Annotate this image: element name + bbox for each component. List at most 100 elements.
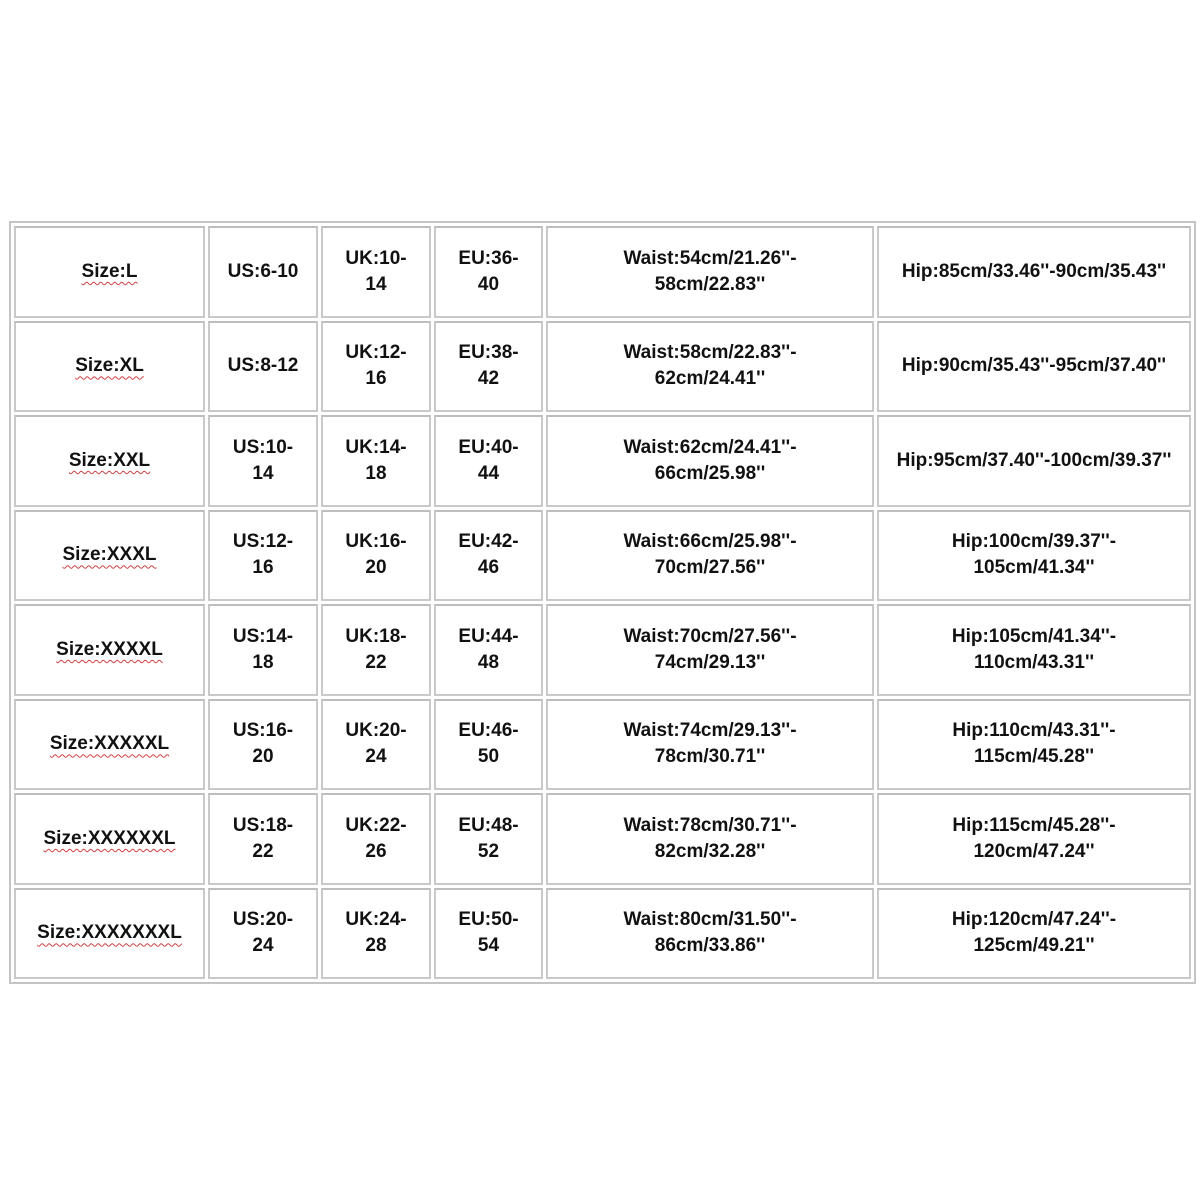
cell-hip: Hip:100cm/39.37''- 105cm/41.34'' bbox=[877, 509, 1191, 601]
size-text: Size:XL bbox=[75, 355, 144, 377]
cell-uk: UK:20- 24 bbox=[321, 698, 431, 790]
cell-eu: EU:40- 44 bbox=[434, 415, 543, 507]
uk-text: UK:18- 22 bbox=[345, 625, 407, 673]
cell-size: Size:XXXXXXL bbox=[14, 793, 205, 885]
cell-eu: EU:44- 48 bbox=[434, 604, 543, 696]
uk-text: UK:22- 26 bbox=[345, 814, 407, 862]
cell-waist: Waist:66cm/25.98''- 70cm/27.56'' bbox=[546, 509, 874, 601]
table-row: Size:XXXXXL US:16- 20 UK:20- 24 EU:46- 50 Wa… bbox=[14, 698, 1191, 790]
hip-text: Hip:100cm/39.37''- 105cm/41.34'' bbox=[951, 531, 1117, 579]
cell-waist: Waist:80cm/31.50''- 86cm/33.86'' bbox=[546, 887, 874, 979]
size-text: Size:XXXXXXXL bbox=[37, 922, 182, 944]
cell-uk: UK:12- 16 bbox=[321, 320, 431, 412]
waist-text: Waist:74cm/29.13''- 78cm/30.71'' bbox=[623, 720, 797, 768]
cell-uk: UK:22- 26 bbox=[321, 793, 431, 885]
uk-text: UK:14- 18 bbox=[345, 436, 407, 484]
cell-hip: Hip:120cm/47.24''- 125cm/49.21'' bbox=[877, 887, 1191, 979]
cell-us: US:8-12 bbox=[208, 320, 318, 412]
eu-text: EU:50- 54 bbox=[458, 909, 519, 957]
hip-text: Hip:95cm/37.40''-100cm/39.37'' bbox=[896, 449, 1172, 471]
waist-text: Waist:78cm/30.71''- 82cm/32.28'' bbox=[623, 814, 797, 862]
cell-size: Size:XL bbox=[14, 320, 205, 412]
waist-text: Waist:58cm/22.83''- 62cm/24.41'' bbox=[623, 342, 797, 390]
size-text: Size:XXXXXXL bbox=[43, 827, 176, 849]
size-chart: Size:L US:6-10 UK:10- 14 EU:36- 40 Waist:54c… bbox=[9, 221, 1196, 984]
cell-uk: UK:16- 20 bbox=[321, 509, 431, 601]
eu-text: EU:42- 46 bbox=[458, 531, 519, 579]
cell-waist: Waist:70cm/27.56''- 74cm/29.13'' bbox=[546, 604, 874, 696]
eu-text: EU:48- 52 bbox=[458, 814, 519, 862]
cell-us: US:16- 20 bbox=[208, 698, 318, 790]
cell-uk: UK:18- 22 bbox=[321, 604, 431, 696]
cell-uk: UK:10- 14 bbox=[321, 226, 431, 318]
eu-text: EU:38- 42 bbox=[458, 342, 519, 390]
uk-text: UK:24- 28 bbox=[345, 909, 407, 957]
cell-waist: Waist:58cm/22.83''- 62cm/24.41'' bbox=[546, 320, 874, 412]
waist-text: Waist:70cm/27.56''- 74cm/29.13'' bbox=[623, 625, 797, 673]
cell-hip: Hip:85cm/33.46''-90cm/35.43'' bbox=[877, 226, 1191, 318]
us-text: US:8-12 bbox=[227, 355, 299, 377]
cell-size: Size:XXXXXL bbox=[14, 698, 205, 790]
cell-hip: Hip:95cm/37.40''-100cm/39.37'' bbox=[877, 415, 1191, 507]
cell-size: Size:L bbox=[14, 226, 205, 318]
size-chart-table: Size:L US:6-10 UK:10- 14 EU:36- 40 Waist:54c… bbox=[11, 223, 1194, 982]
table-row: Size:XXXXL US:14- 18 UK:18- 22 EU:44- 48 Wai… bbox=[14, 604, 1191, 696]
cell-waist: Waist:74cm/29.13''- 78cm/30.71'' bbox=[546, 698, 874, 790]
cell-us: US:20- 24 bbox=[208, 887, 318, 979]
cell-hip: Hip:110cm/43.31''- 115cm/45.28'' bbox=[877, 698, 1191, 790]
uk-text: UK:20- 24 bbox=[345, 720, 407, 768]
us-text: US:16- 20 bbox=[232, 720, 294, 768]
hip-text: Hip:110cm/43.31''- 115cm/45.28'' bbox=[952, 720, 1116, 768]
uk-text: UK:16- 20 bbox=[345, 531, 407, 579]
table-row: Size:XXXXXXL US:18- 22 UK:22- 26 EU:48- 52 W… bbox=[14, 793, 1191, 885]
cell-eu: EU:42- 46 bbox=[434, 509, 543, 601]
cell-us: US:6-10 bbox=[208, 226, 318, 318]
cell-uk: UK:14- 18 bbox=[321, 415, 431, 507]
cell-eu: EU:36- 40 bbox=[434, 226, 543, 318]
table-row: Size:L US:6-10 UK:10- 14 EU:36- 40 Waist:54c… bbox=[14, 226, 1191, 318]
cell-size: Size:XXXL bbox=[14, 509, 205, 601]
cell-us: US:10- 14 bbox=[208, 415, 318, 507]
cell-size: Size:XXXXXXXL bbox=[14, 887, 205, 979]
us-text: US:10- 14 bbox=[232, 436, 294, 484]
cell-us: US:18- 22 bbox=[208, 793, 318, 885]
size-text: Size:XXXXL bbox=[56, 638, 163, 660]
eu-text: EU:44- 48 bbox=[458, 625, 519, 673]
hip-text: Hip:120cm/47.24''- 125cm/49.21'' bbox=[951, 909, 1117, 957]
us-text: US:6-10 bbox=[227, 260, 299, 282]
size-text: Size:L bbox=[81, 260, 138, 282]
waist-text: Waist:66cm/25.98''- 70cm/27.56'' bbox=[623, 531, 797, 579]
cell-waist: Waist:62cm/24.41''- 66cm/25.98'' bbox=[546, 415, 874, 507]
cell-uk: UK:24- 28 bbox=[321, 887, 431, 979]
uk-text: UK:10- 14 bbox=[345, 247, 407, 295]
eu-text: EU:46- 50 bbox=[458, 720, 519, 768]
table-row: Size:XXXXXXXL US:20- 24 UK:24- 28 EU:50- 54… bbox=[14, 887, 1191, 979]
hip-text: Hip:115cm/45.28''- 120cm/47.24'' bbox=[952, 814, 1116, 862]
size-text: Size:XXXXXL bbox=[49, 733, 170, 755]
size-text: Size:XXXL bbox=[62, 544, 157, 566]
cell-waist: Waist:54cm/21.26''- 58cm/22.83'' bbox=[546, 226, 874, 318]
cell-eu: EU:46- 50 bbox=[434, 698, 543, 790]
table-row: Size:XXXL US:12- 16 UK:16- 20 EU:42- 46 Wais… bbox=[14, 509, 1191, 601]
table-row: Size:XL US:8-12 UK:12- 16 EU:38- 42 Waist:58… bbox=[14, 320, 1191, 412]
us-text: US:18- 22 bbox=[232, 814, 294, 862]
us-text: US:20- 24 bbox=[232, 909, 294, 957]
us-text: US:12- 16 bbox=[232, 531, 294, 579]
size-text: Size:XXL bbox=[68, 449, 151, 471]
us-text: US:14- 18 bbox=[232, 625, 294, 673]
hip-text: Hip:85cm/33.46''-90cm/35.43'' bbox=[901, 260, 1167, 282]
waist-text: Waist:80cm/31.50''- 86cm/33.86'' bbox=[623, 909, 797, 957]
cell-hip: Hip:90cm/35.43''-95cm/37.40'' bbox=[877, 320, 1191, 412]
hip-text: Hip:90cm/35.43''-95cm/37.40'' bbox=[901, 355, 1167, 377]
cell-us: US:14- 18 bbox=[208, 604, 318, 696]
cell-eu: EU:50- 54 bbox=[434, 887, 543, 979]
cell-waist: Waist:78cm/30.71''- 82cm/32.28'' bbox=[546, 793, 874, 885]
eu-text: EU:36- 40 bbox=[458, 247, 519, 295]
table-row: Size:XXL US:10- 14 UK:14- 18 EU:40- 44 Waist… bbox=[14, 415, 1191, 507]
cell-size: Size:XXL bbox=[14, 415, 205, 507]
cell-hip: Hip:115cm/45.28''- 120cm/47.24'' bbox=[877, 793, 1191, 885]
waist-text: Waist:62cm/24.41''- 66cm/25.98'' bbox=[623, 436, 797, 484]
hip-text: Hip:105cm/41.34''- 110cm/43.31'' bbox=[951, 625, 1117, 673]
cell-eu: EU:48- 52 bbox=[434, 793, 543, 885]
cell-hip: Hip:105cm/41.34''- 110cm/43.31'' bbox=[877, 604, 1191, 696]
